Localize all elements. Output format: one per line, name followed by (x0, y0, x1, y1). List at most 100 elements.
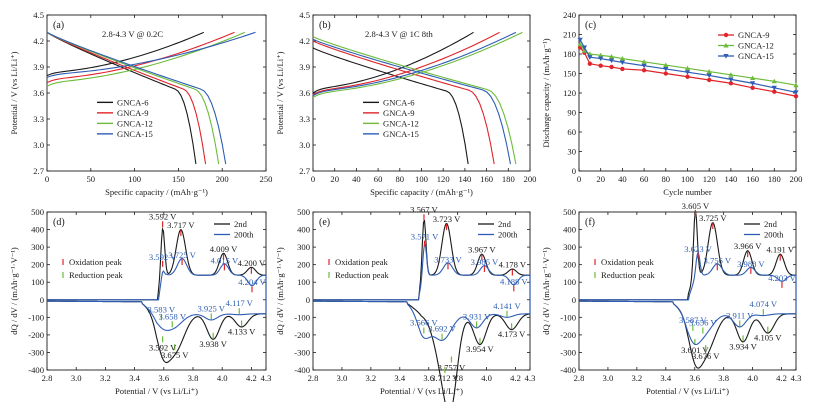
peak-label-2nd-red: 4.133 V (228, 326, 256, 336)
x-tick-label: 3.4 (129, 373, 140, 383)
peak-label-200-red: 3.587 V (679, 315, 707, 325)
x-tick-label: 200 (524, 174, 537, 184)
x-tick-label: 3.8 (452, 373, 463, 383)
peak-label-200-ox: 3.725 V (168, 250, 196, 260)
peak-label-200-red: 3.911 V (726, 310, 754, 320)
series-line (312, 242, 531, 341)
y-tick-label: 500 (31, 207, 44, 217)
x-tick-label: 4.2 (776, 373, 787, 383)
x-tick-label: 40 (618, 174, 627, 184)
x-tick-label: 4.0 (481, 373, 492, 383)
x-tick-label: 50 (87, 174, 96, 184)
peak-label-2nd-red: 3.934 V (729, 341, 757, 351)
legend-label: GNCA-9 (117, 108, 149, 118)
y-tick-label: 3.9 (33, 62, 44, 72)
data-point (771, 78, 777, 84)
y-tick-label: 3.3 (33, 114, 44, 124)
x-tick-label: 3.2 (365, 373, 376, 383)
y-tick-label: -200 (28, 330, 44, 340)
peak-label-2nd-ox: 3.967 V (468, 245, 496, 255)
y-tick-label: -300 (28, 347, 44, 357)
x-tick-label: 140 (458, 174, 471, 184)
marker-legend-label: Reduction peak (601, 270, 655, 280)
y-tick-label: 0 (306, 295, 310, 305)
data-point (793, 82, 799, 88)
data-point (641, 68, 647, 73)
peak-label-2nd-ox: 3.717 V (167, 220, 195, 230)
legend-label: 2nd (234, 219, 248, 229)
x-tick-label: 100 (681, 174, 694, 184)
data-point (577, 41, 583, 47)
x-tick-label: 2.8 (574, 373, 585, 383)
y-tick-label: 200 (563, 260, 576, 270)
data-point (728, 81, 734, 86)
data-point (684, 70, 691, 75)
y-tick-label: 4.5 (33, 10, 44, 20)
x-tick-label: 4.3 (525, 373, 536, 383)
peak-label-200-ox: 4.204 V (238, 277, 266, 287)
x-tick-label: 80 (396, 174, 405, 184)
peak-label-2nd-ox: 4.178 V (499, 260, 527, 270)
peak-label-200-ox: 4.015 V (211, 255, 239, 265)
x-tick-label: 0 (45, 174, 49, 184)
series-line (578, 251, 797, 346)
data-point (793, 90, 799, 95)
marker-legend-label: Oxidation peak (601, 257, 654, 267)
peak-label-2nd-ox: 3.966 V (734, 241, 762, 251)
legend-label: 2nd (498, 219, 512, 229)
legend-label: GNCA-6 (383, 97, 415, 107)
y-axis-title: dQ / dV / (mAh·g⁻¹·V⁻¹) (9, 247, 19, 335)
y-tick-label: 200 (31, 260, 44, 270)
legend-label: 200th (234, 230, 254, 240)
panel-label: (e) (319, 217, 330, 228)
y-tick-label: 300 (297, 242, 310, 252)
x-tick-label: 200 (790, 174, 803, 184)
legend-marker (723, 54, 729, 59)
x-tick-label: 150 (172, 174, 185, 184)
y-tick-label: 3.3 (299, 114, 310, 124)
peak-label-2nd-ox: 3.592 V (149, 211, 177, 221)
x-tick-label: 0 (577, 174, 581, 184)
peak-label-2nd-ox: 3.723 V (433, 214, 461, 224)
peak-label-200-red: 3.566 V (410, 318, 438, 328)
peak-label-200-ox: 3.733 V (434, 254, 462, 264)
panel-label: (f) (585, 217, 595, 228)
y-tick-label: -100 (560, 312, 576, 322)
data-point (706, 68, 712, 74)
x-tick-label: 2.8 (42, 373, 53, 383)
panel-5: 2.8 3.0 3.2 3.4 3.6 3.8 4.0 4.2 4.3 -400 -300 -200 -… (541, 201, 801, 396)
peak-label-2nd-ox: 3.605 V (682, 201, 710, 211)
y-tick-label: 400 (31, 225, 44, 235)
y-tick-label: 400 (297, 225, 310, 235)
x-tick-label: 160 (746, 174, 759, 184)
peak-label-2nd-red: 3.675 V (161, 350, 189, 360)
series-line-charge (312, 31, 523, 98)
peak-label-200-red: 4.141 V (493, 301, 521, 311)
series-line-discharge (312, 40, 495, 165)
series-line-discharge (312, 47, 469, 165)
x-axis-title: Specific capacity / (mAh·g⁻¹) (105, 187, 208, 197)
x-tick-label: 250 (260, 174, 273, 184)
x-tick-label: 180 (502, 174, 515, 184)
y-tick-label: 180 (563, 49, 576, 59)
series-line-discharge (46, 31, 227, 165)
x-tick-label: 3.4 (394, 373, 405, 383)
series-line-charge (46, 31, 235, 84)
x-tick-label: 3.2 (631, 373, 642, 383)
x-tick-label: 100 (415, 174, 428, 184)
peak-label-2nd-red: 3.592 V (149, 342, 177, 352)
x-tick-label: 80 (662, 174, 671, 184)
marker-legend-label: Oxidation peak (69, 257, 122, 267)
panel-label: (d) (53, 217, 65, 228)
series-line-charge (312, 31, 517, 97)
data-point (581, 45, 588, 51)
peak-label-2nd-red: 3.938 V (199, 339, 227, 349)
y-axis-title: dQ / dV / (mAh·g⁻¹·V⁻¹) (275, 247, 285, 335)
y-tick-label: 30 (567, 147, 576, 157)
peak-label-2nd-red: 3.954 V (466, 344, 494, 354)
y-tick-label: -200 (294, 330, 310, 340)
x-tick-label: 4.3 (261, 373, 272, 383)
legend-label: 2nd (764, 219, 778, 229)
peak-label-200-ox: 4.203 V (768, 273, 796, 283)
data-point (608, 54, 615, 59)
